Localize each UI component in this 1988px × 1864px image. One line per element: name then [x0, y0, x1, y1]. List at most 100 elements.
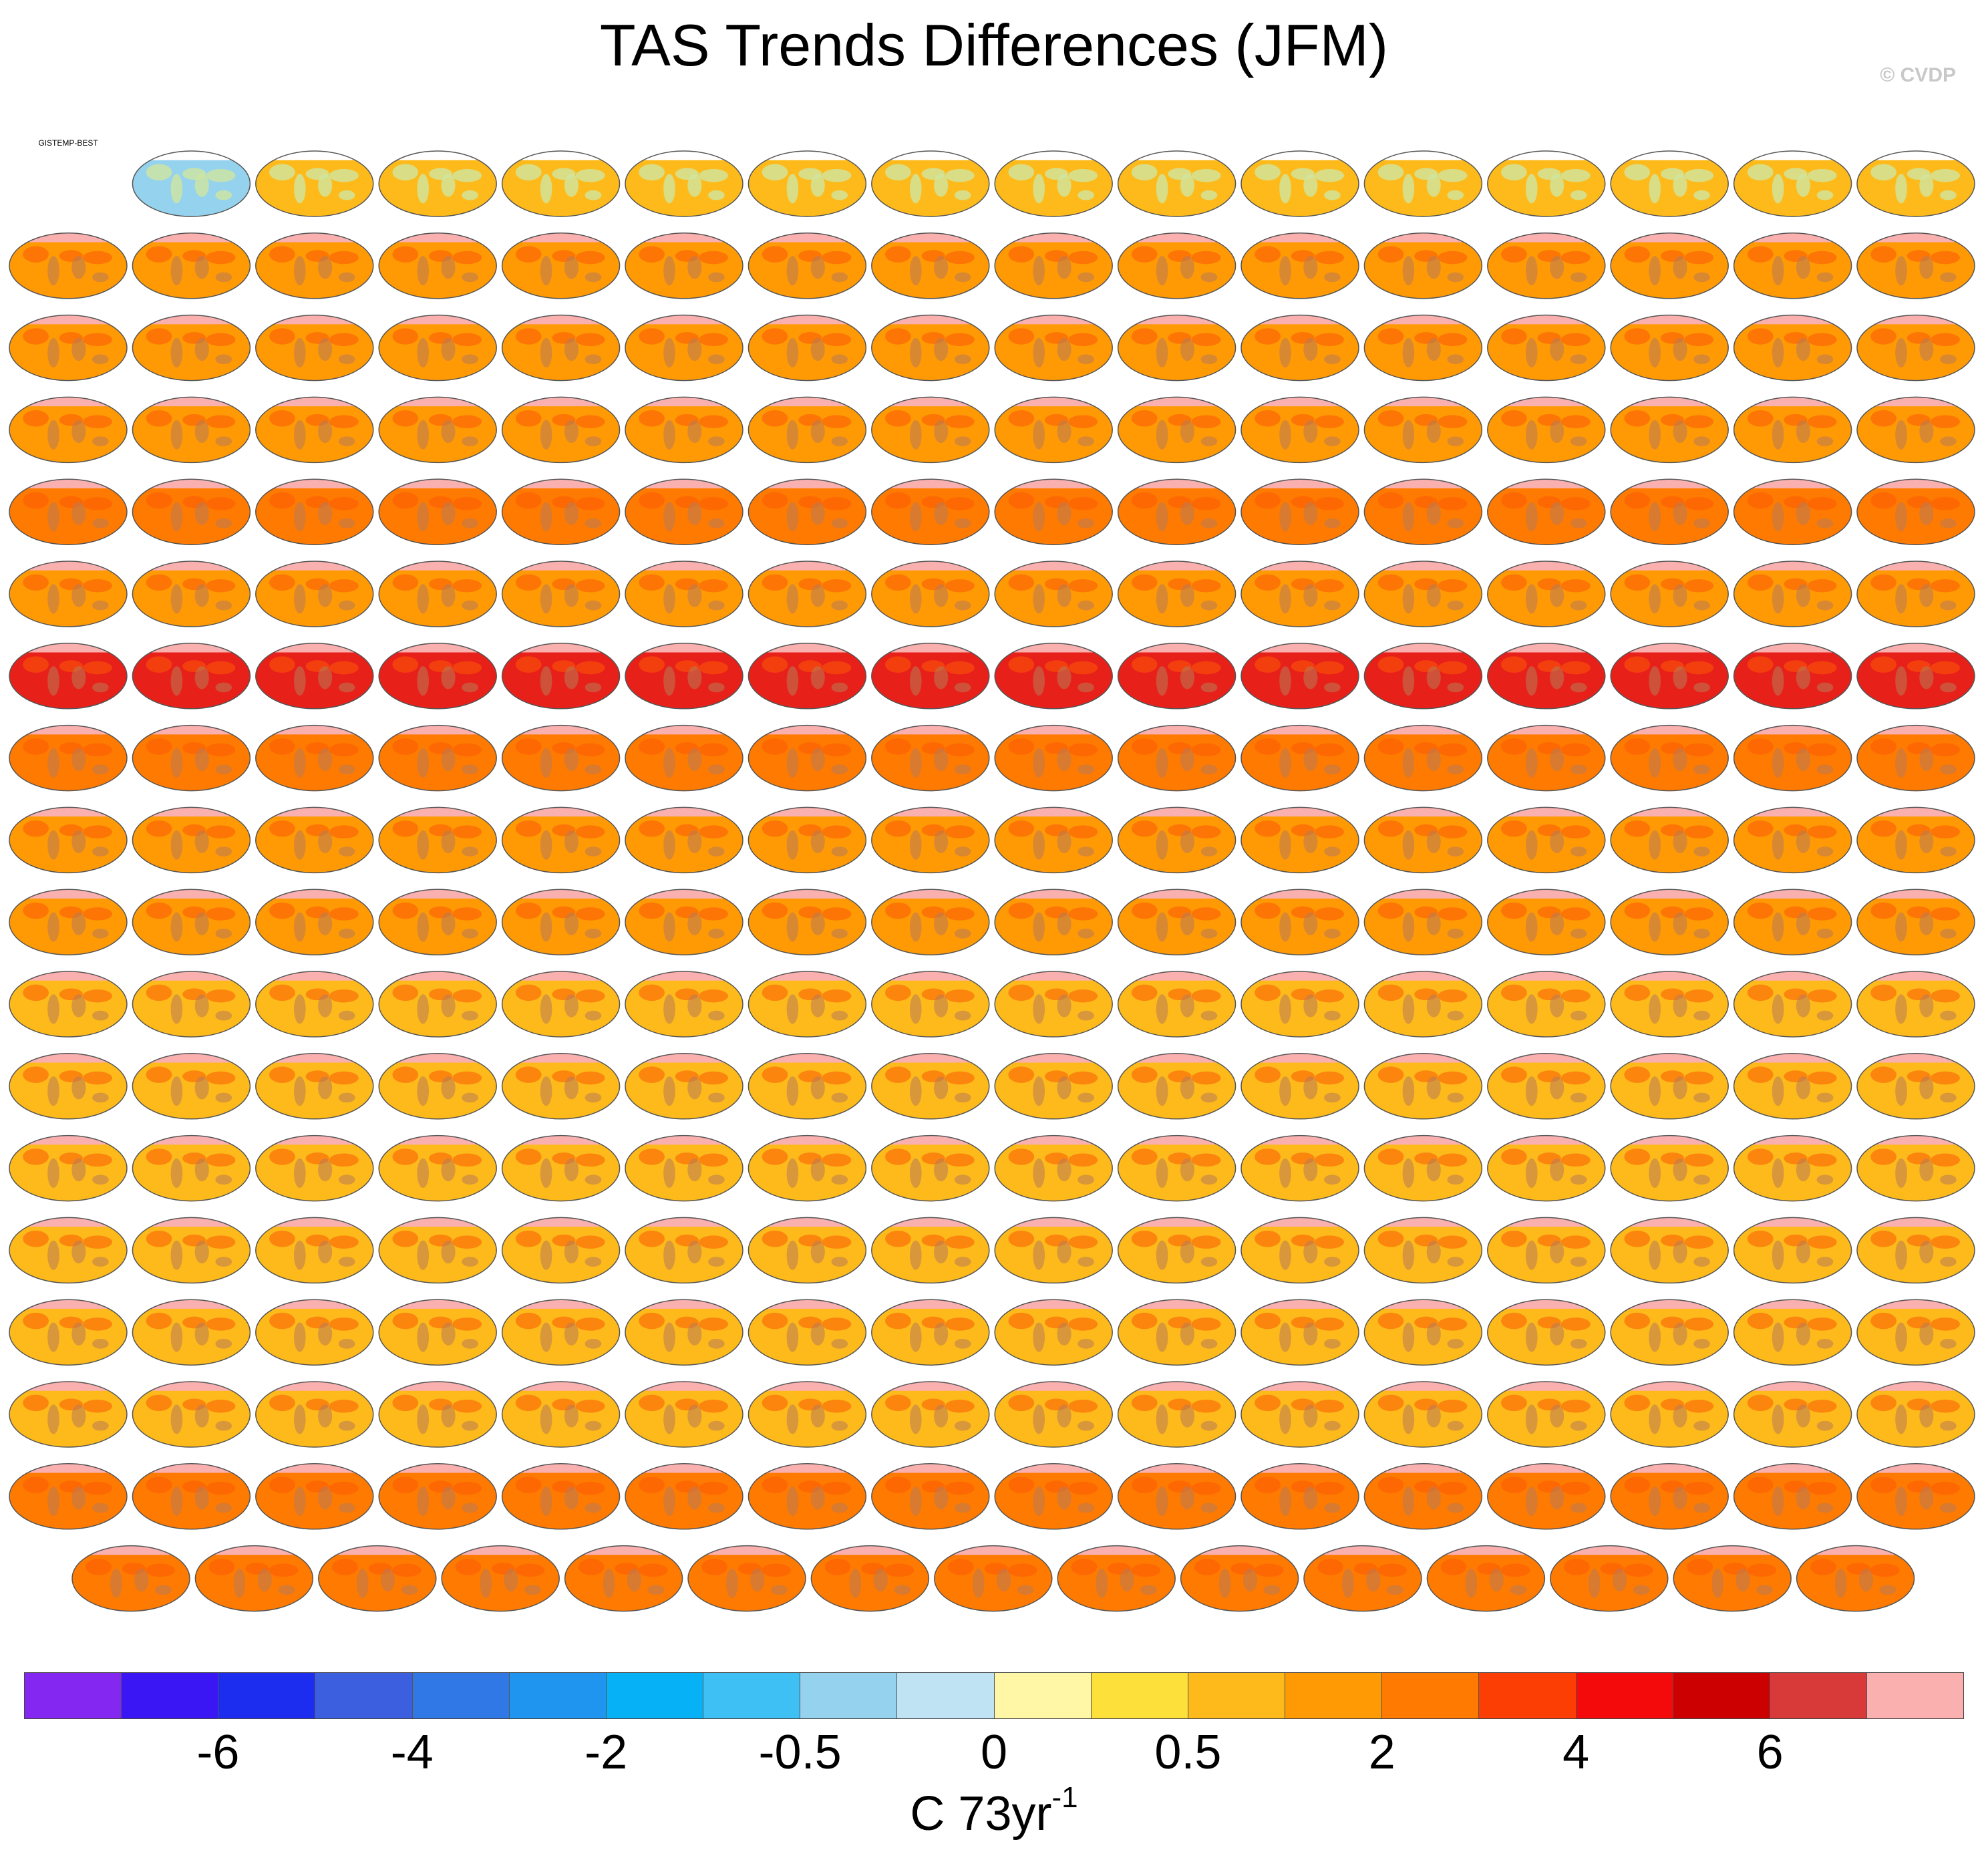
map-panel: [1240, 314, 1359, 381]
map-panel: [378, 1053, 497, 1120]
map-panel: [255, 478, 374, 545]
map-panel: [810, 1545, 930, 1612]
colorbar-swatch: [1575, 1673, 1673, 1718]
map-panel: [748, 232, 867, 299]
map-panel: [501, 889, 621, 955]
map-panel: [378, 889, 497, 955]
colorbar-units: C 73yr-1: [0, 1783, 1988, 1843]
map-panel: [255, 1134, 374, 1202]
map-panel: [1240, 1299, 1359, 1366]
map-panel: [378, 1299, 497, 1366]
map-panel: [1240, 1217, 1359, 1284]
map-panel: [1733, 150, 1852, 217]
map-panel: [748, 478, 867, 545]
map-panel: [378, 724, 497, 792]
map-panel: [625, 1463, 743, 1530]
map-panel: [1363, 1053, 1483, 1120]
map-panel: [1057, 1545, 1176, 1612]
map-panel: [1610, 1381, 1729, 1448]
map-panel: [871, 643, 990, 710]
map-panel: [1240, 396, 1359, 464]
map-panel: [871, 232, 990, 299]
map-panel: [1856, 1217, 1975, 1284]
map-panel: [748, 1299, 867, 1366]
map-panel: [255, 1299, 374, 1366]
map-panel: [625, 724, 743, 792]
map-panel: [871, 1299, 990, 1366]
map-panel: [1733, 1381, 1852, 1448]
map-panel: [132, 232, 251, 299]
map-panel: [9, 478, 128, 545]
map-panel: [871, 724, 990, 792]
colorbar-swatch: [1866, 1673, 1964, 1718]
colorbar-swatch: [703, 1673, 800, 1718]
map-panel: [1240, 1134, 1359, 1202]
map-panel: [1733, 1053, 1852, 1120]
map-panel: [871, 971, 990, 1038]
map-panel: [1117, 314, 1236, 381]
map-panel: [1363, 643, 1483, 710]
map-panel: [1117, 1463, 1236, 1530]
map-panel: [378, 1217, 497, 1284]
map-panel: [994, 971, 1113, 1038]
map-panel: [1733, 478, 1852, 545]
map-panel: [255, 232, 374, 299]
colorbar-tick-label: -4: [390, 1726, 434, 1779]
map-panel: [748, 1134, 867, 1202]
map-panel: [1117, 643, 1236, 710]
map-panel: [625, 806, 743, 874]
map-panel: [255, 643, 374, 710]
map-panel: [1487, 314, 1606, 381]
map-panel: [625, 1217, 743, 1284]
map-panel: [1363, 806, 1483, 874]
map-panel: [1363, 1381, 1483, 1448]
map-panel: [132, 1217, 251, 1284]
colorbar-tick-label: 0: [980, 1726, 1008, 1779]
colorbar-swatch: [1090, 1673, 1188, 1718]
units-exponent: -1: [1051, 1781, 1078, 1814]
map-panel: [378, 150, 497, 217]
map-panel: [9, 561, 128, 627]
map-panel: [1117, 1381, 1236, 1448]
map-panel: [994, 724, 1113, 792]
map-panel: [1733, 1463, 1852, 1530]
map-panel: [132, 478, 251, 545]
map-panel: [1363, 478, 1483, 545]
colorbar-swatch: [896, 1673, 994, 1718]
map-panel: [1363, 1217, 1483, 1284]
map-panel: [1733, 1134, 1852, 1202]
map-panel: [625, 561, 743, 627]
map-panel: [1856, 150, 1975, 217]
colorbar-swatch: [1285, 1673, 1382, 1718]
map-panel: [255, 971, 374, 1038]
map-panel: [501, 1463, 621, 1530]
map-panel: [748, 314, 867, 381]
map-panel: [378, 1463, 497, 1530]
map-panel: [1856, 396, 1975, 464]
colorbar-swatch: [993, 1673, 1091, 1718]
map-panel: [1733, 396, 1852, 464]
map-panel: [501, 478, 621, 545]
map-panel: [255, 724, 374, 792]
map-panel: [9, 1134, 128, 1202]
map-panel: [994, 396, 1113, 464]
map-panel: [1240, 1381, 1359, 1448]
map-panel: [501, 1053, 621, 1120]
map-panel: [1610, 1134, 1729, 1202]
map-panel: [255, 1053, 374, 1120]
map-panel: [871, 806, 990, 874]
colorbar-tick-label: -0.5: [758, 1726, 842, 1779]
map-panel: [1487, 1299, 1606, 1366]
map-panel: [1856, 1299, 1975, 1366]
map-panel: [1117, 150, 1236, 217]
map-panel: [1363, 724, 1483, 792]
map-panel: [132, 971, 251, 1038]
map-panel: [1487, 889, 1606, 955]
map-panel: [1733, 314, 1852, 381]
map-panel: [1733, 1217, 1852, 1284]
map-panel: [501, 314, 621, 381]
map-panel: [1610, 806, 1729, 874]
map-panel: [1856, 724, 1975, 792]
map-panel: [1733, 971, 1852, 1038]
map-panel: [1733, 889, 1852, 955]
